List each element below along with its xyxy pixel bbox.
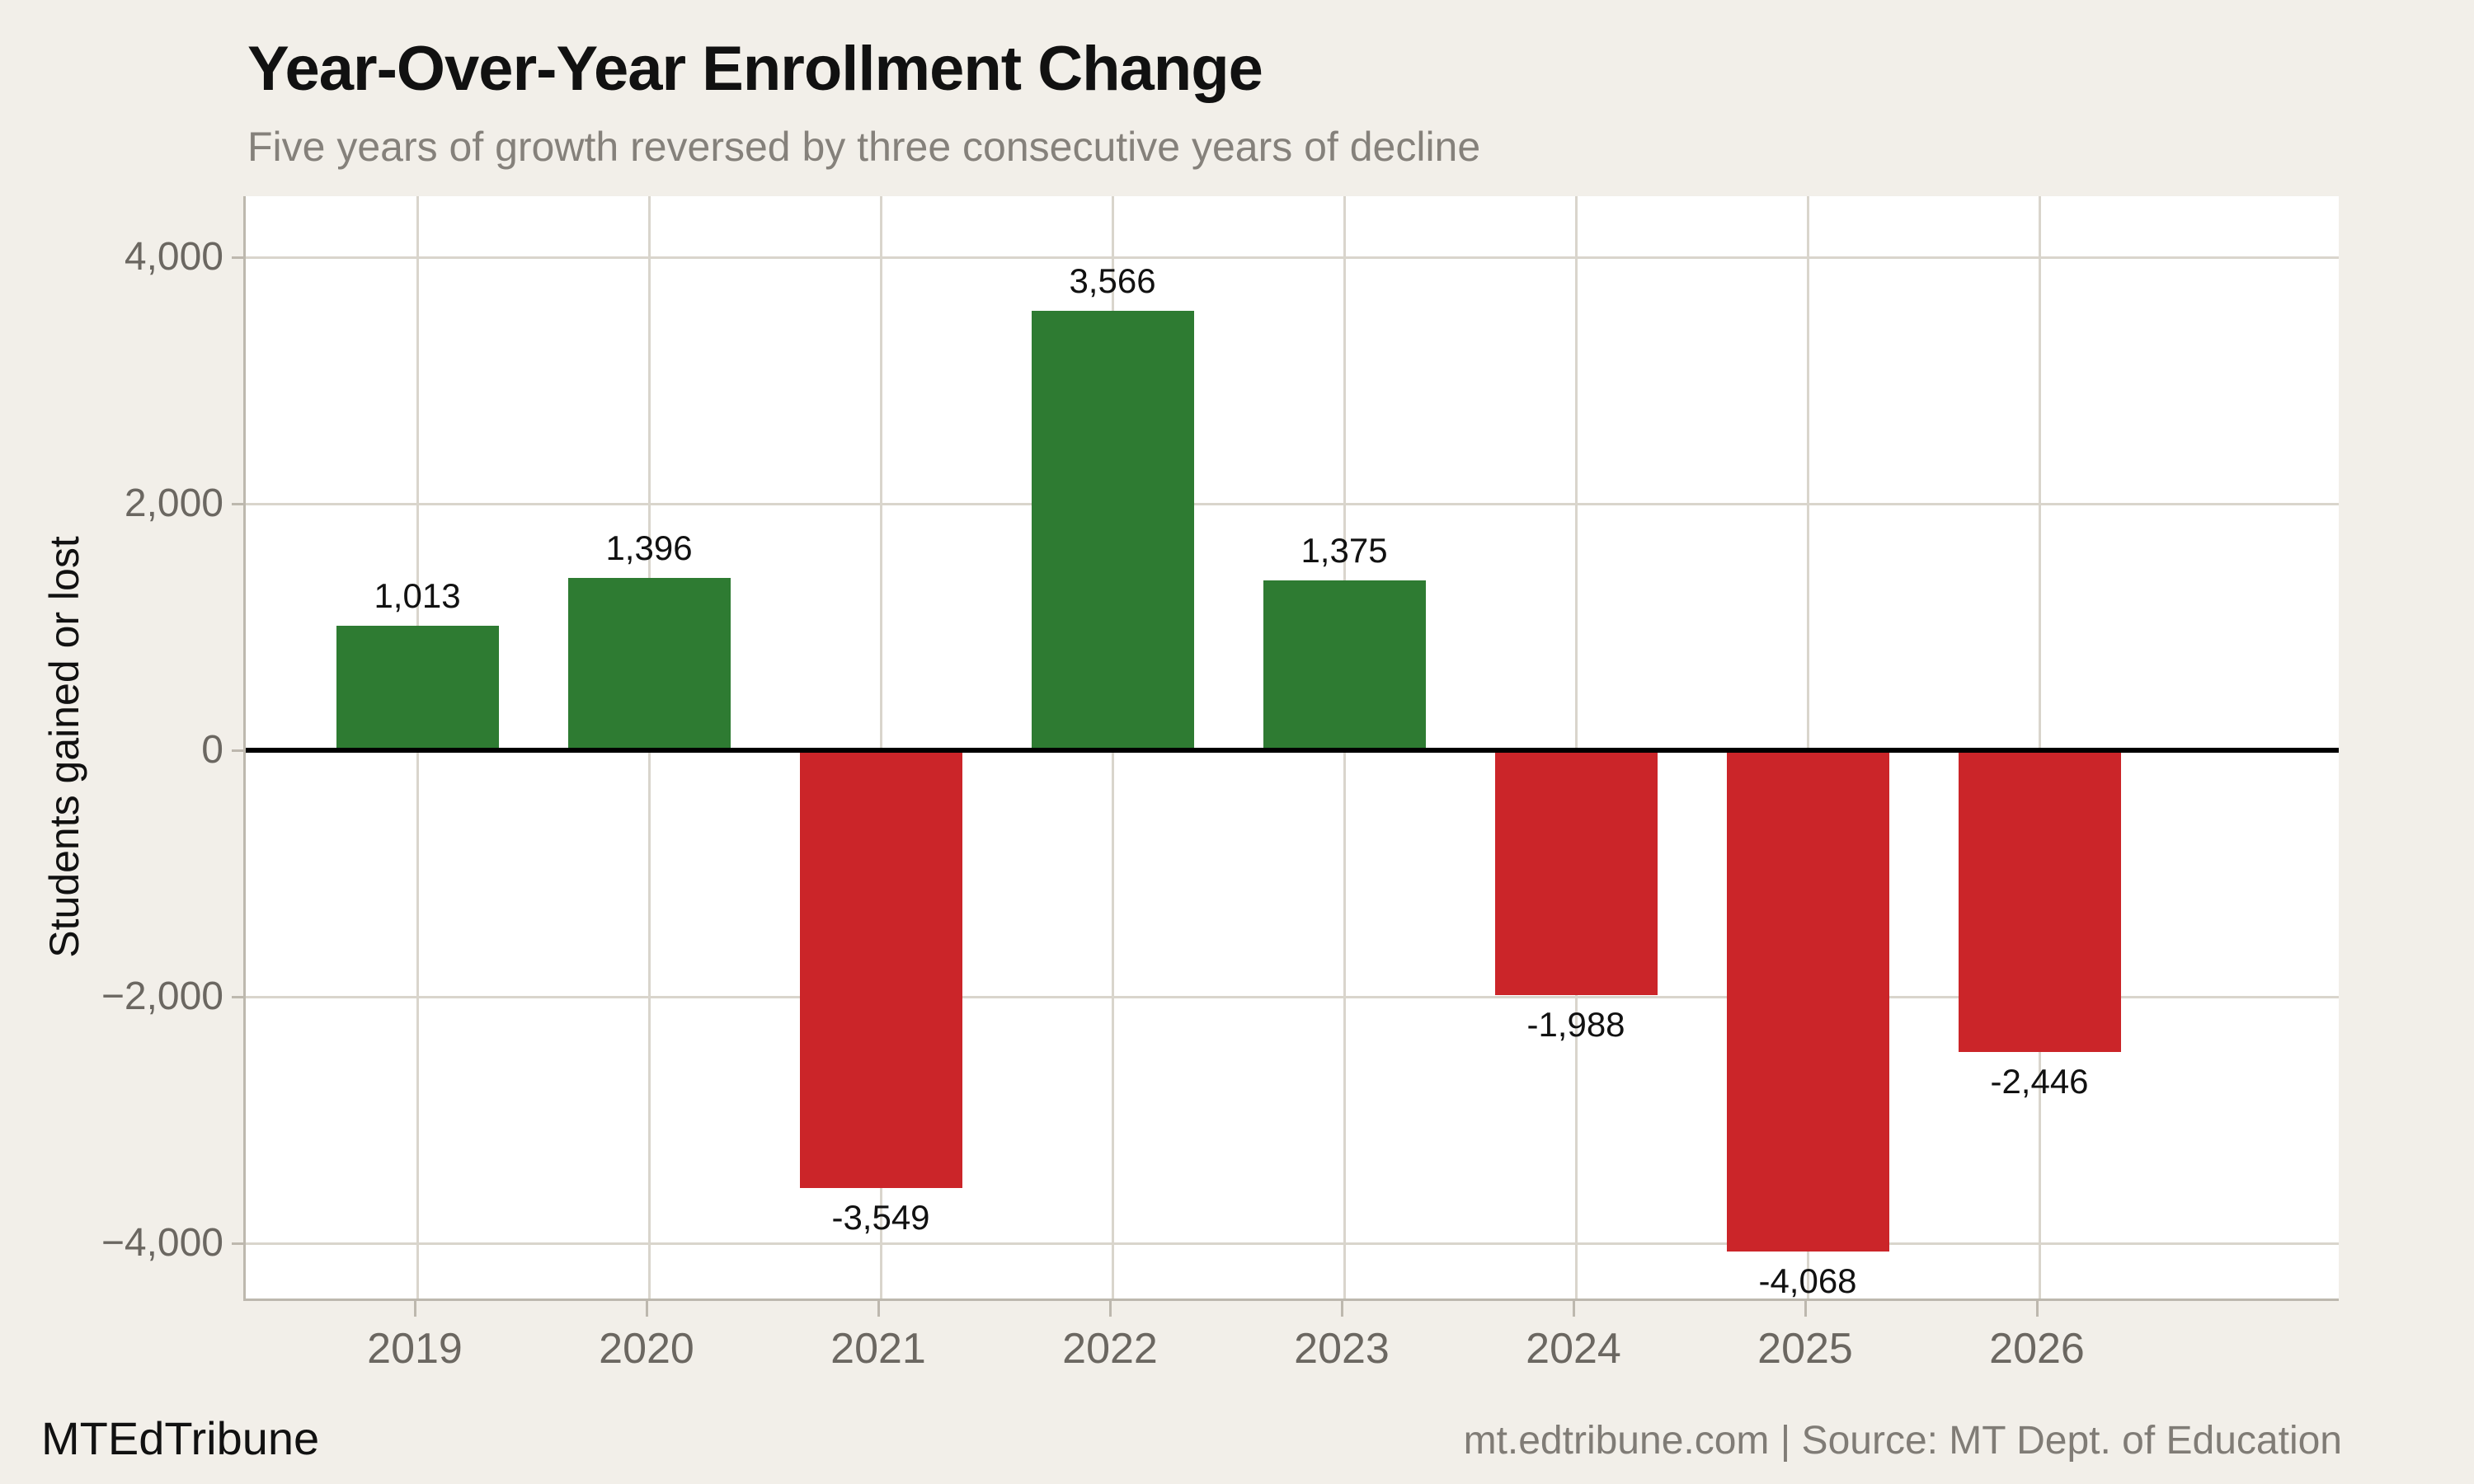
y-tick-label: 4,000: [124, 235, 223, 279]
y-tick-label: 2,000: [124, 481, 223, 525]
x-tick: [1804, 1301, 1807, 1317]
h-gridline: [246, 1242, 2339, 1245]
bar-value-label: -3,549: [831, 1197, 930, 1237]
x-tick-label: 2025: [1757, 1325, 1853, 1373]
bar-2022: [1031, 310, 1194, 750]
y-tick: [232, 256, 243, 259]
y-tick: [232, 1242, 243, 1245]
bar-2024: [1494, 750, 1658, 996]
bar-value-label: -2,446: [1990, 1061, 2089, 1101]
h-gridline: [246, 256, 2339, 259]
x-tick-label: 2021: [830, 1325, 926, 1373]
bar-value-label: -1,988: [1526, 1005, 1625, 1045]
zero-baseline: [246, 748, 2339, 753]
bar-2023: [1263, 580, 1426, 750]
h-gridline: [246, 502, 2339, 505]
h-gridline: [246, 995, 2339, 998]
y-tick: [232, 995, 243, 998]
v-gridline: [2038, 196, 2041, 1298]
bar-2025: [1726, 750, 1889, 1252]
bar-2026: [1958, 750, 2121, 1052]
footer-source: mt.edtribune.com | Source: MT Dept. of E…: [1463, 1419, 2342, 1463]
x-tick-label: 2023: [1294, 1325, 1390, 1373]
y-tick: [232, 502, 243, 505]
x-tick: [645, 1301, 648, 1317]
bar-value-label: 1,396: [605, 528, 693, 568]
bar-2020: [567, 578, 731, 750]
y-tick-label: −2,000: [101, 974, 223, 1018]
x-tick: [2035, 1301, 2039, 1317]
bar-value-label: 1,013: [374, 575, 461, 615]
y-tick: [232, 749, 243, 752]
chart-title: Year-Over-Year Enrollment Change: [247, 34, 1263, 104]
x-tick-label: 2026: [1989, 1325, 2085, 1373]
x-tick-label: 2019: [367, 1325, 463, 1373]
footer-brand: MTEdTribune: [41, 1412, 320, 1464]
y-tick-label: −4,000: [101, 1221, 223, 1265]
v-gridline: [879, 196, 882, 1298]
x-tick: [877, 1301, 880, 1317]
x-tick: [413, 1301, 416, 1317]
bar-value-label: 3,566: [1069, 261, 1156, 300]
x-tick: [1340, 1301, 1343, 1317]
v-gridline: [1806, 196, 1809, 1298]
bar-2019: [336, 625, 499, 750]
bar-2021: [799, 750, 962, 1188]
plot-area: 1,013 1,396 -3,549 3,566 1,375 -1,988 -4,068 -2…: [243, 196, 2339, 1301]
bar-value-label: 1,375: [1300, 531, 1388, 571]
x-tick: [1572, 1301, 1575, 1317]
y-tick-label: 0: [201, 728, 223, 772]
x-tick-label: 2024: [1526, 1325, 1621, 1373]
v-gridline: [1574, 196, 1578, 1298]
x-tick-label: 2022: [1062, 1325, 1158, 1373]
chart-subtitle: Five years of growth reversed by three c…: [247, 124, 1481, 170]
bar-value-label: -4,068: [1758, 1261, 1857, 1301]
x-tick: [1108, 1301, 1112, 1317]
x-tick-label: 2020: [599, 1325, 694, 1373]
